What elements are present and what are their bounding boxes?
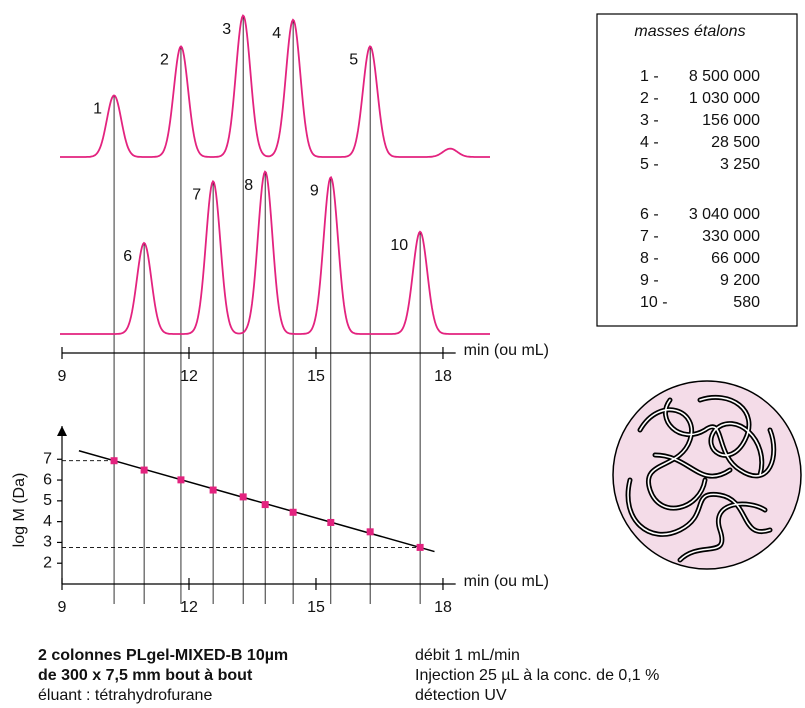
x-tick-label: 12 bbox=[180, 368, 198, 385]
peak-label: 4 bbox=[272, 25, 281, 42]
calibration-point bbox=[239, 493, 247, 501]
standard-mass: 1 030 000 bbox=[689, 90, 760, 107]
condition-note: Injection 25 µL à la conc. de 0,1 % bbox=[415, 667, 659, 684]
y-tick-label: 5 bbox=[43, 492, 52, 509]
method-note: de 300 x 7,5 mm bout à bout bbox=[38, 667, 253, 684]
x-tick-label: 15 bbox=[307, 368, 325, 385]
standard-index: 10 - bbox=[640, 294, 668, 311]
calibration-point bbox=[366, 528, 374, 536]
standard-mass: 66 000 bbox=[711, 250, 760, 267]
x-tick-label: 9 bbox=[58, 599, 67, 616]
condition-note: détection UV bbox=[415, 687, 507, 704]
calibration-point bbox=[261, 501, 269, 509]
standard-index: 4 - bbox=[640, 134, 659, 151]
standard-index: 1 - bbox=[640, 68, 659, 85]
standard-mass: 3 040 000 bbox=[689, 206, 760, 223]
peak-label: 6 bbox=[123, 248, 132, 265]
y-axis-arrow bbox=[57, 426, 67, 436]
standard-index: 9 - bbox=[640, 272, 659, 289]
calibration-point bbox=[289, 508, 297, 516]
calibration-point bbox=[110, 457, 118, 465]
standard-index: 6 - bbox=[640, 206, 659, 223]
standard-mass: 3 250 bbox=[720, 156, 760, 173]
standards-title: masses étalons bbox=[634, 23, 745, 40]
x-tick-label: 15 bbox=[307, 599, 325, 616]
peak-label: 9 bbox=[310, 182, 319, 199]
calibration-point bbox=[140, 466, 148, 474]
standard-index: 3 - bbox=[640, 112, 659, 129]
peak-label: 8 bbox=[244, 177, 253, 194]
x-tick-label: 18 bbox=[434, 368, 452, 385]
standards-box bbox=[596, 13, 798, 327]
condition-note: débit 1 mL/min bbox=[415, 647, 520, 664]
calibration-point bbox=[209, 486, 217, 494]
trace bbox=[60, 170, 490, 335]
x-axis-label: min (ou mL) bbox=[464, 573, 549, 590]
peak-label: 10 bbox=[390, 237, 408, 254]
standard-mass: 9 200 bbox=[720, 272, 760, 289]
standard-index: 5 - bbox=[640, 156, 659, 173]
standard-mass: 330 000 bbox=[702, 228, 760, 245]
polymer-illustration bbox=[612, 380, 802, 570]
method-note: 2 colonnes PLgel-MIXED-B 10µm bbox=[38, 647, 288, 664]
method-note: éluant : tétrahydrofurane bbox=[38, 687, 212, 704]
fit-line bbox=[78, 450, 435, 553]
standard-mass: 156 000 bbox=[702, 112, 760, 129]
y-tick-label: 2 bbox=[43, 554, 52, 571]
standard-mass: 580 bbox=[733, 294, 760, 311]
trace bbox=[60, 14, 490, 158]
x-tick-label: 12 bbox=[180, 599, 198, 616]
standard-index: 8 - bbox=[640, 250, 659, 267]
y-tick-label: 4 bbox=[43, 513, 52, 530]
peak-label: 3 bbox=[222, 21, 231, 38]
peak-label: 5 bbox=[349, 52, 358, 69]
y-axis-label: log M (Da) bbox=[11, 473, 28, 548]
peak-label: 1 bbox=[93, 101, 102, 118]
y-tick-label: 6 bbox=[43, 471, 52, 488]
x-axis-label: min (ou mL) bbox=[464, 342, 549, 359]
standard-mass: 8 500 000 bbox=[689, 68, 760, 85]
standard-mass: 28 500 bbox=[711, 134, 760, 151]
x-tick-label: 18 bbox=[434, 599, 452, 616]
y-tick-label: 3 bbox=[43, 534, 52, 551]
peak-label: 7 bbox=[192, 187, 201, 204]
calibration-point bbox=[177, 476, 185, 484]
calibration-point bbox=[416, 543, 424, 551]
standard-index: 7 - bbox=[640, 228, 659, 245]
calibration-point bbox=[327, 518, 335, 526]
x-tick-label: 9 bbox=[58, 368, 67, 385]
peak-label: 2 bbox=[160, 52, 169, 69]
y-tick-label: 7 bbox=[43, 450, 52, 467]
standard-index: 2 - bbox=[640, 90, 659, 107]
